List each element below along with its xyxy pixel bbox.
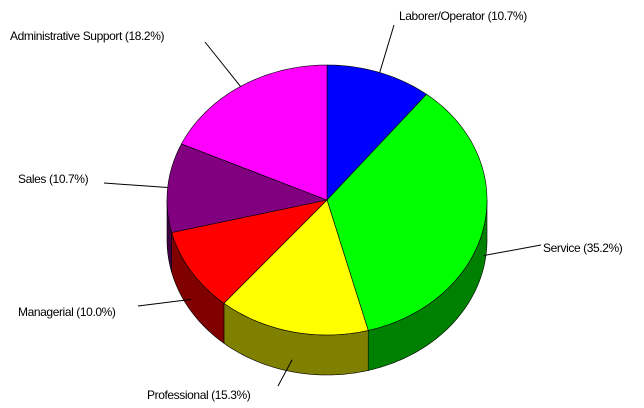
slice-label: Administrative Support (18.2%) (10, 29, 164, 43)
slice-label: Service (35.2%) (543, 241, 623, 255)
leader-line (103, 182, 168, 189)
slice (223, 199, 369, 336)
slice (326, 64, 428, 201)
leader-line (483, 244, 542, 257)
slice (326, 93, 488, 331)
leader-line (137, 298, 192, 307)
leader-line (277, 359, 293, 387)
slice-label: Sales (10.7%) (18, 172, 89, 186)
slice-label: Laborer/Operator (10.7%) (399, 9, 527, 23)
leader-line (379, 24, 395, 73)
leader-line (204, 41, 241, 87)
slice (171, 199, 328, 304)
slice-label: Professional (15.3%) (147, 388, 251, 402)
slice-label: Managerial (10.0%) (18, 305, 116, 319)
